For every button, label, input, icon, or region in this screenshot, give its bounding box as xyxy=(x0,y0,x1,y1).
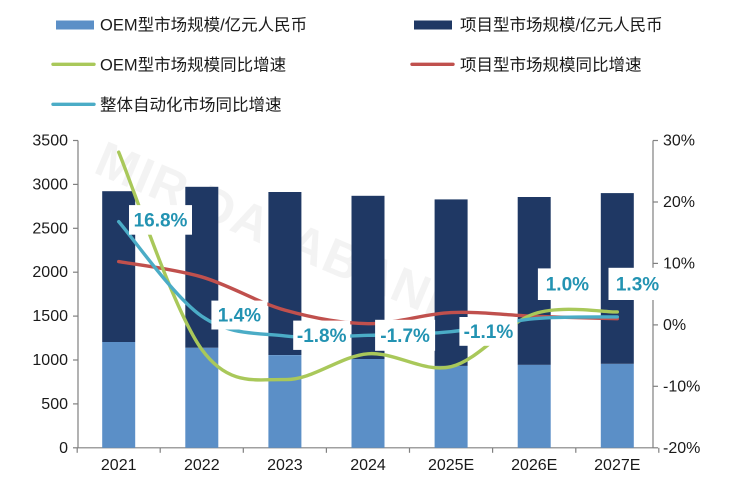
svg-text:2025E: 2025E xyxy=(428,457,474,474)
svg-text:16.8%: 16.8% xyxy=(134,210,188,231)
svg-text:20%: 20% xyxy=(663,194,695,211)
svg-text:-20%: -20% xyxy=(663,440,700,457)
svg-text:-1.7%: -1.7% xyxy=(380,326,430,347)
svg-text:OEM型市场规模/亿元人民币: OEM型市场规模/亿元人民币 xyxy=(100,16,307,35)
svg-text:OEM型市场规模同比增速: OEM型市场规模同比增速 xyxy=(100,56,286,75)
svg-text:-1.8%: -1.8% xyxy=(297,326,347,347)
svg-text:2024: 2024 xyxy=(350,457,386,474)
svg-text:项目型市场规模同比增速: 项目型市场规模同比增速 xyxy=(460,56,642,75)
svg-text:2021: 2021 xyxy=(101,457,137,474)
svg-text:1.0%: 1.0% xyxy=(546,275,589,296)
svg-text:1.3%: 1.3% xyxy=(616,274,659,295)
svg-text:500: 500 xyxy=(41,396,68,413)
svg-text:1.4%: 1.4% xyxy=(218,306,261,327)
svg-text:2027E: 2027E xyxy=(594,457,640,474)
svg-text:2026E: 2026E xyxy=(511,457,557,474)
svg-text:2023: 2023 xyxy=(267,457,303,474)
svg-text:2000: 2000 xyxy=(32,264,68,281)
svg-text:整体自动化市场同比增速: 整体自动化市场同比增速 xyxy=(100,96,282,115)
svg-text:1500: 1500 xyxy=(32,308,68,325)
svg-text:-1.1%: -1.1% xyxy=(464,322,514,343)
svg-text:项目型市场规模/亿元人民币: 项目型市场规模/亿元人民币 xyxy=(460,16,663,35)
svg-text:3500: 3500 xyxy=(32,133,68,150)
svg-text:0: 0 xyxy=(59,440,68,457)
svg-text:30%: 30% xyxy=(663,133,695,150)
svg-text:1000: 1000 xyxy=(32,352,68,369)
svg-text:0%: 0% xyxy=(663,317,686,334)
svg-text:2500: 2500 xyxy=(32,220,68,237)
svg-text:3000: 3000 xyxy=(32,176,68,193)
svg-text:2022: 2022 xyxy=(184,457,220,474)
svg-text:-10%: -10% xyxy=(663,378,700,395)
svg-text:10%: 10% xyxy=(663,255,695,272)
